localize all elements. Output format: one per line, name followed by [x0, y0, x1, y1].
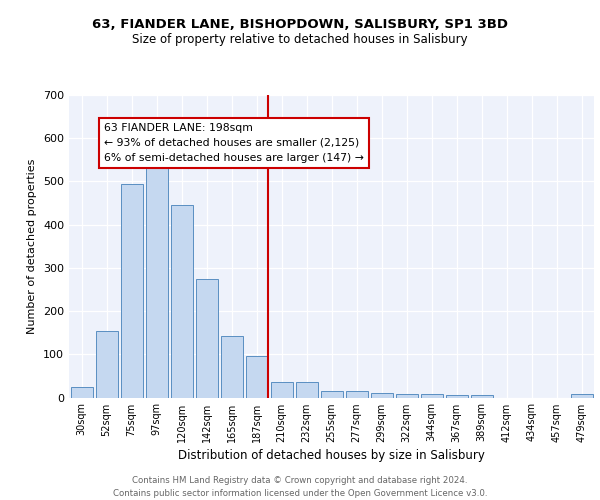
Text: Contains HM Land Registry data © Crown copyright and database right 2024.
Contai: Contains HM Land Registry data © Crown c… — [113, 476, 487, 498]
Y-axis label: Number of detached properties: Number of detached properties — [28, 158, 37, 334]
Bar — [421, 394, 443, 398]
X-axis label: Distribution of detached houses by size in Salisbury: Distribution of detached houses by size … — [178, 449, 485, 462]
Bar — [346, 391, 367, 398]
Bar — [121, 184, 143, 398]
Bar — [95, 330, 118, 398]
Text: Size of property relative to detached houses in Salisbury: Size of property relative to detached ho… — [132, 32, 468, 46]
Bar — [320, 391, 343, 398]
Bar — [445, 396, 467, 398]
Bar — [571, 394, 593, 398]
Bar — [196, 278, 218, 398]
Bar — [296, 382, 317, 398]
Bar — [395, 394, 418, 398]
Bar — [170, 205, 193, 398]
Bar — [71, 386, 92, 398]
Bar — [371, 392, 392, 398]
Bar — [146, 149, 167, 398]
Bar — [470, 396, 493, 398]
Text: 63, FIANDER LANE, BISHOPDOWN, SALISBURY, SP1 3BD: 63, FIANDER LANE, BISHOPDOWN, SALISBURY,… — [92, 18, 508, 30]
Bar — [221, 336, 242, 398]
Bar — [271, 382, 293, 398]
Bar — [245, 356, 268, 398]
Text: 63 FIANDER LANE: 198sqm
← 93% of detached houses are smaller (2,125)
6% of semi-: 63 FIANDER LANE: 198sqm ← 93% of detache… — [104, 123, 364, 162]
